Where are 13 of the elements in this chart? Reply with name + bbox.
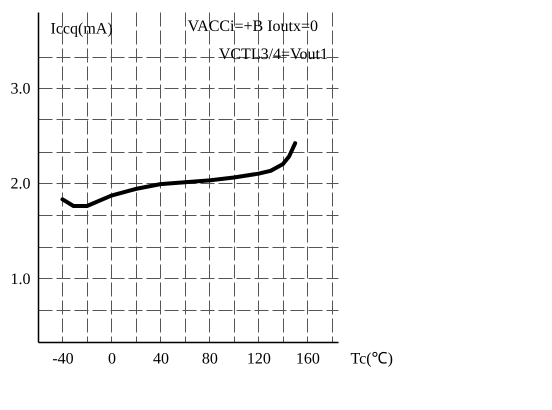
x-tick-label: 160	[296, 350, 320, 368]
annotation: VACCi=+B Ioutx=0	[188, 18, 318, 35]
x-tick-label: 40	[152, 350, 169, 368]
x-axis-title: Tc(℃)	[350, 350, 393, 368]
line-series	[60, 141, 298, 208]
y-axis-title: Iccq(mA)	[50, 20, 113, 38]
y-tick-label: 2.0	[10, 176, 30, 193]
y-tick-label: 3.0	[10, 80, 30, 98]
y-tick-label: 1.0	[10, 270, 30, 288]
x-tick-label: 120	[246, 350, 271, 368]
x-tick-label: 0	[108, 350, 116, 368]
x-tick-label: -40	[52, 350, 74, 368]
x-tick-label: 80	[202, 350, 218, 368]
